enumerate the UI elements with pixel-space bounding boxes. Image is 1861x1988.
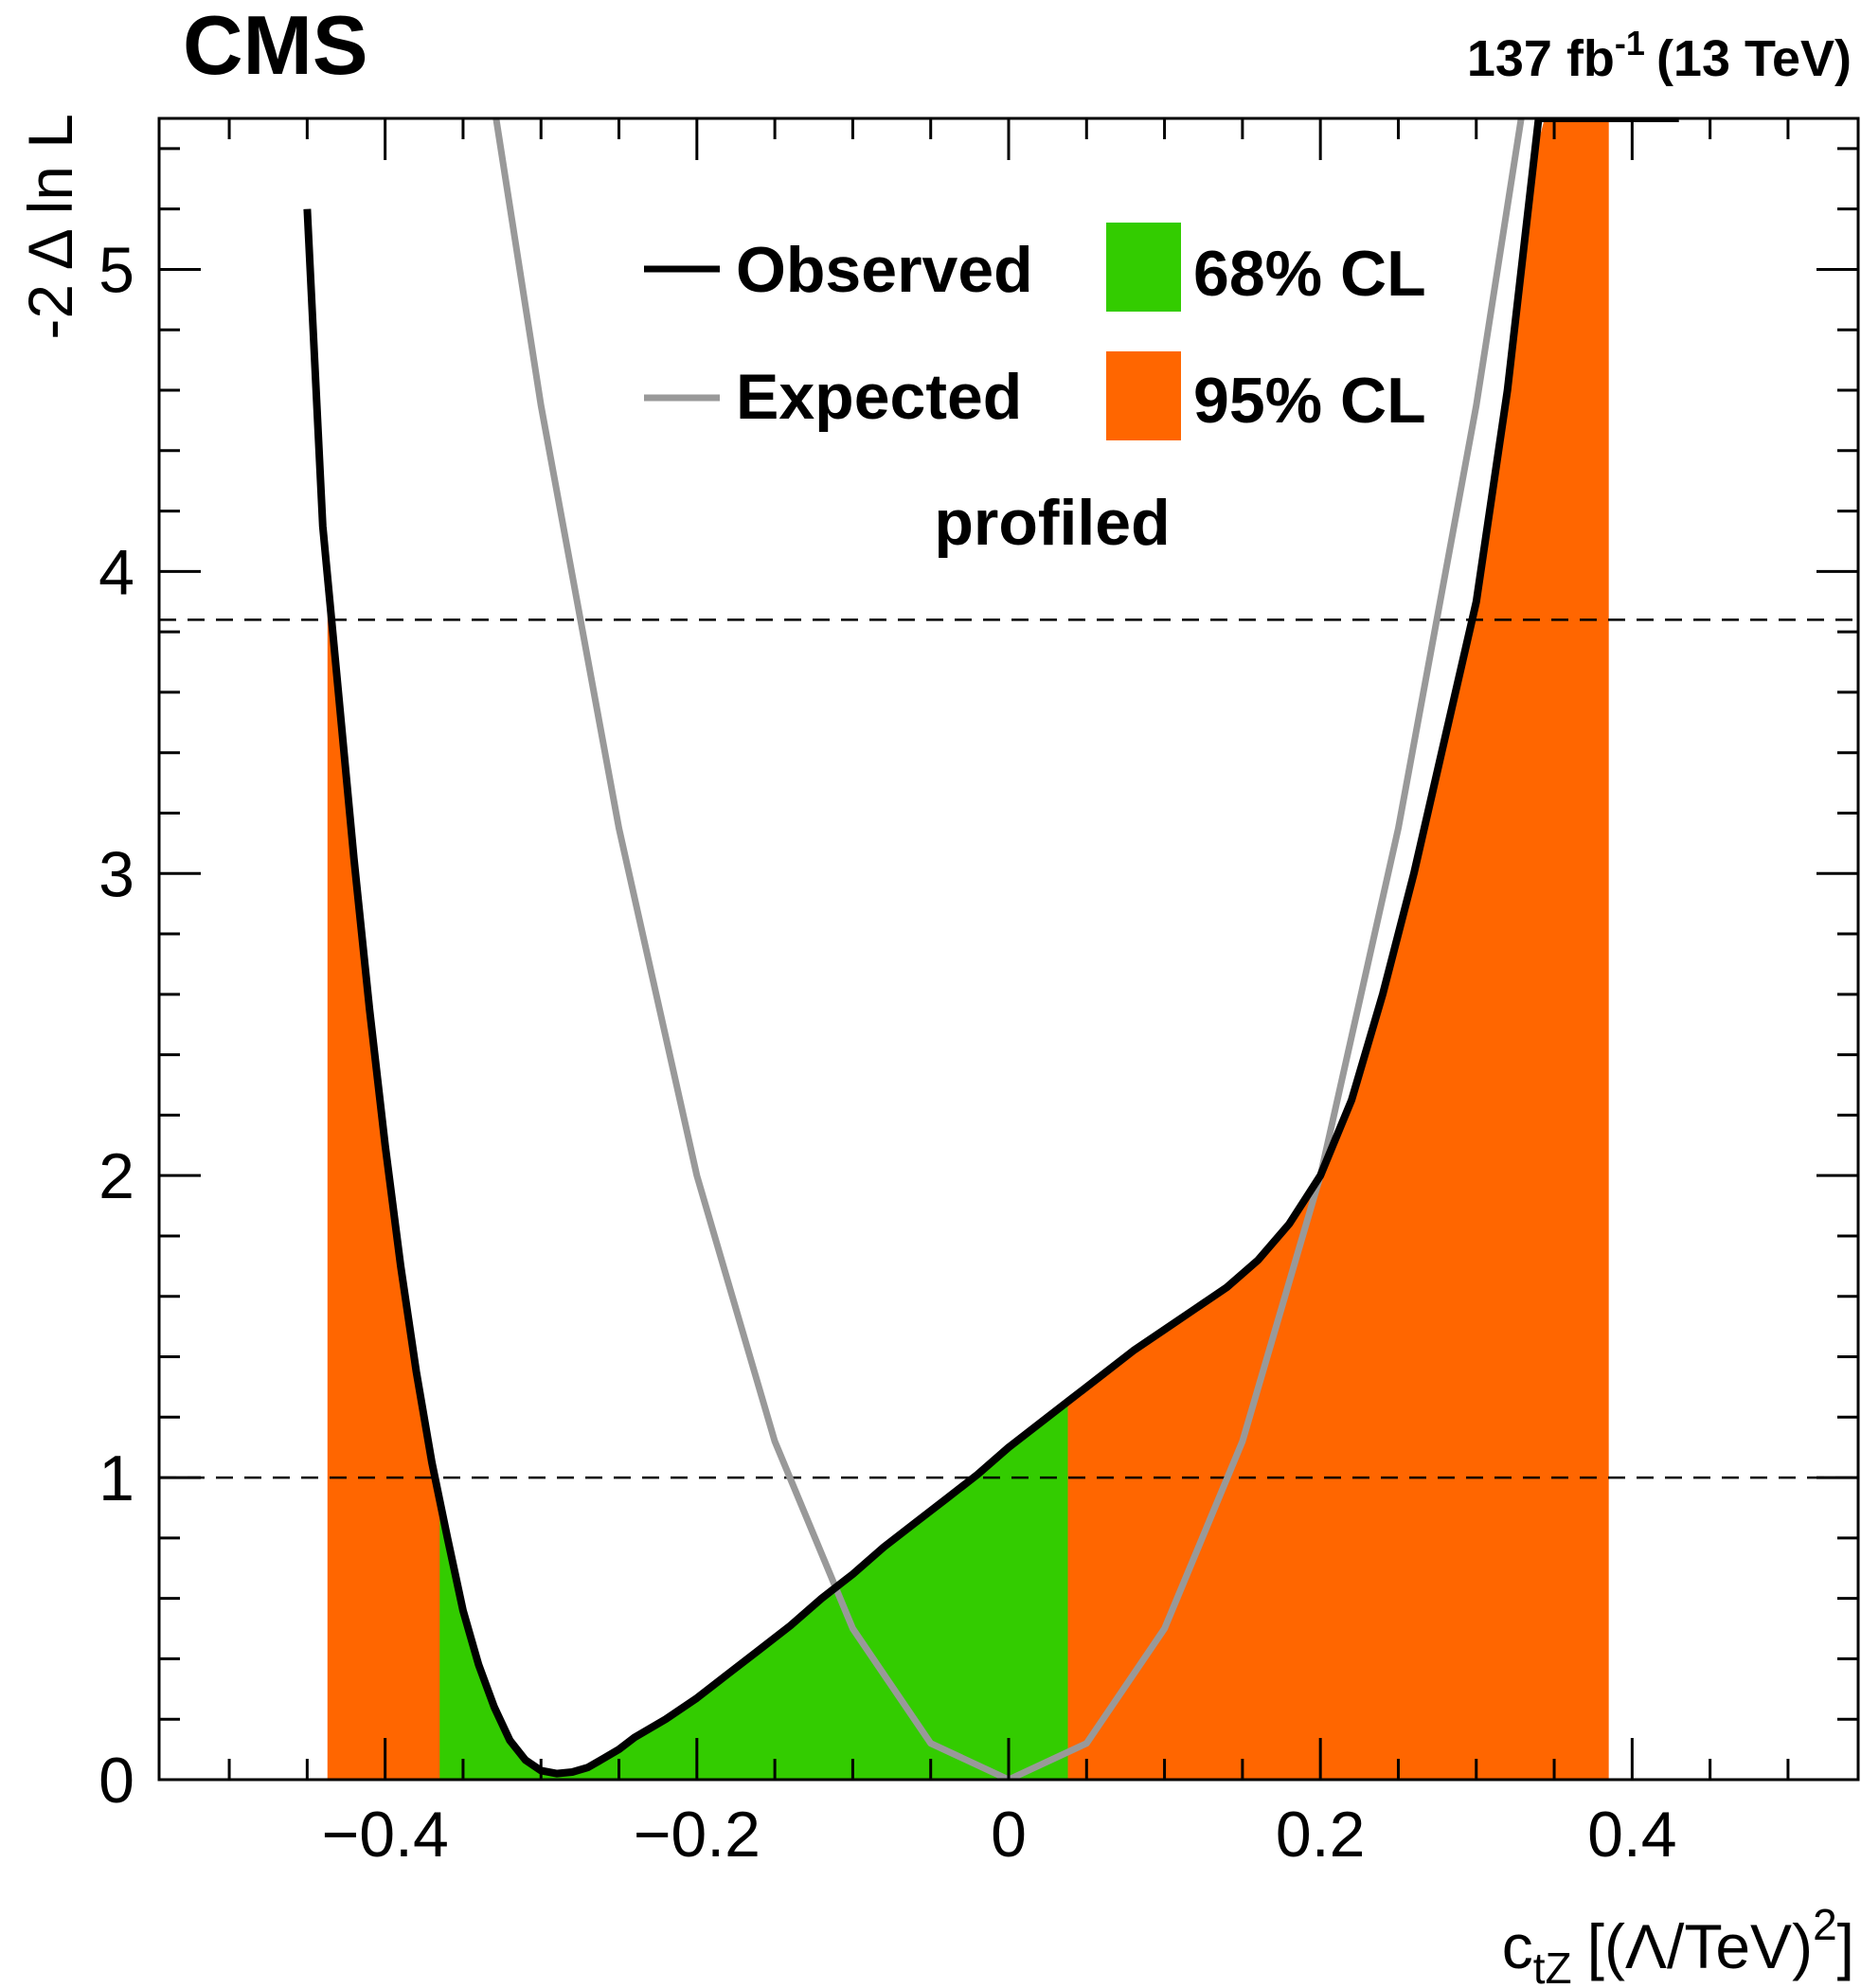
x-axis-title: ctZ [(Λ/TeV)2]	[1502, 1900, 1854, 1988]
legend-68cl-label: 68% CL	[1193, 238, 1426, 310]
y-tick-label-3: 3	[98, 838, 134, 910]
x-axis-unit-exponent: 2	[1813, 1900, 1837, 1949]
x-tick-label-0: −0.4	[322, 1799, 449, 1871]
y-tick-label-4: 4	[98, 536, 134, 608]
lumi-value: 137 fb	[1467, 30, 1615, 87]
y-tick-label-2: 2	[98, 1140, 134, 1212]
legend-95cl-label: 95% CL	[1193, 365, 1426, 437]
legend-95cl-swatch	[1106, 351, 1181, 440]
x-axis-base: c	[1502, 1911, 1533, 1981]
experiment-label: CMS	[183, 0, 368, 92]
confidence-bands	[327, 118, 1609, 1780]
legend: Observed Expected 68% CL 95% CL profiled	[644, 223, 1426, 559]
y-axis-title: -2 Δ ln L	[15, 114, 85, 340]
legend-note: profiled	[934, 487, 1170, 559]
x-axis-unit: [(Λ/TeV)	[1587, 1911, 1813, 1981]
energy-label: (13 TeV)	[1656, 30, 1852, 87]
lumi-exponent: -1	[1615, 24, 1645, 63]
series-line-0	[303, 118, 1679, 1778]
band-0	[327, 118, 1609, 1780]
x-tick-label-1: −0.2	[634, 1799, 761, 1871]
x-tick-label-3: 0.2	[1276, 1799, 1366, 1871]
legend-expected-label: Expected	[736, 361, 1022, 433]
series-line-1	[492, 118, 1525, 1780]
axis-ticks	[159, 118, 1858, 1782]
x-tick-label-4: 0.4	[1587, 1799, 1677, 1871]
legend-68cl-swatch	[1106, 223, 1181, 312]
band-1	[439, 1401, 1068, 1780]
y-tick-label-5: 5	[98, 234, 134, 306]
y-tick-label-0: 0	[98, 1745, 134, 1817]
x-axis-subscript: tZ	[1533, 1943, 1572, 1988]
legend-observed-label: Observed	[736, 234, 1033, 306]
likelihood-curves	[303, 118, 1679, 1780]
x-tick-label-2: 0	[991, 1799, 1027, 1871]
axis-tick-labels: −0.4 −0.2 0 0.2 0.4 0 1 2 3 4 5	[98, 234, 1676, 1871]
y-tick-label-1: 1	[98, 1442, 134, 1514]
lumi-label: 137 fb-1 (13 TeV)	[1467, 24, 1852, 87]
x-axis-unit-close: ]	[1837, 1911, 1854, 1981]
